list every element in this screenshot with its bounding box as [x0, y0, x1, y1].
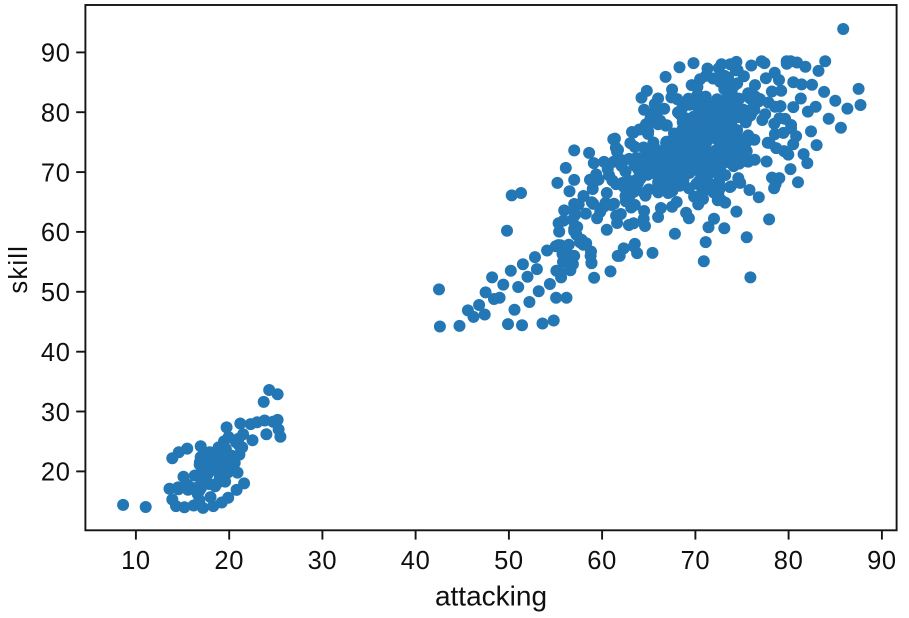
svg-text:80: 80 [774, 547, 804, 575]
svg-text:30: 30 [308, 547, 338, 575]
svg-text:70: 70 [681, 547, 711, 575]
svg-text:skill: skill [5, 245, 33, 294]
svg-text:90: 90 [867, 547, 897, 575]
svg-text:50: 50 [494, 547, 524, 575]
svg-text:40: 40 [41, 339, 71, 367]
svg-text:20: 20 [214, 547, 244, 575]
svg-text:10: 10 [121, 547, 151, 575]
svg-text:50: 50 [41, 279, 71, 307]
svg-text:80: 80 [41, 100, 71, 128]
svg-text:attacking: attacking [435, 581, 547, 612]
svg-text:70: 70 [41, 159, 71, 187]
svg-text:90: 90 [41, 40, 71, 68]
svg-text:60: 60 [587, 547, 617, 575]
svg-text:30: 30 [41, 399, 71, 427]
svg-text:40: 40 [401, 547, 431, 575]
svg-text:20: 20 [41, 459, 71, 487]
svg-text:60: 60 [41, 219, 71, 247]
